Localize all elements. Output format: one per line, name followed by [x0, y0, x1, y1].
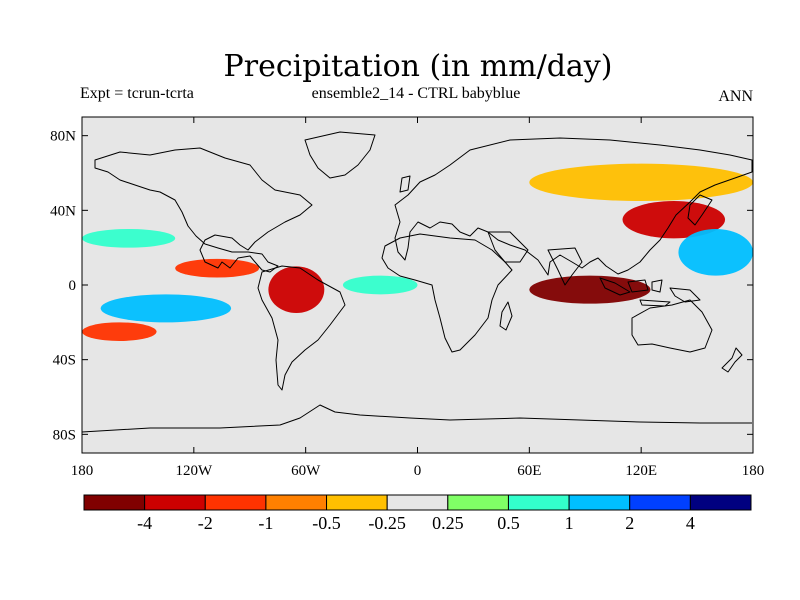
colorbar-label: -4	[137, 513, 152, 533]
colorbar-label: -0.25	[368, 513, 406, 533]
y-tick-label: 0	[69, 278, 77, 294]
precipitation-regions: Eastern Pacific ITCZ band (-1) Tropical S…	[82, 163, 754, 341]
colorbar-label: -1	[258, 513, 273, 533]
precip-region-5: Tropical Pacific south of equator (2)	[100, 294, 232, 323]
colorbar-swatch-0	[83, 494, 146, 511]
coastline-south-america	[257, 265, 346, 391]
coastline-antarctica	[81, 404, 752, 433]
colorbar-label: 4	[686, 513, 695, 533]
precip-region-2: Maritime Continent / Tropical Indian Oce…	[529, 275, 651, 304]
coastline-arabia	[487, 231, 529, 263]
precip-region-1: Tropical South America / Amazon (-2)	[268, 266, 325, 313]
colorbar-label: 1	[565, 513, 574, 533]
coastline-africa	[381, 233, 513, 353]
colorbar-swatch-4	[326, 494, 388, 511]
colorbar-swatch-5	[386, 494, 449, 511]
x-tick-label: 180	[742, 463, 765, 479]
coastline-maritime-continent	[599, 277, 701, 307]
coastline-new-zealand	[721, 347, 743, 373]
subtitle-center: ensemble2_14 - CTRL babyblue	[312, 85, 521, 102]
precip-region-8: Western Pacific warm pool (2)	[678, 229, 753, 276]
colorbar-swatch-1	[144, 494, 206, 511]
colorbar-swatch-6	[447, 494, 509, 511]
x-tick-label: 120E	[625, 463, 657, 479]
map-panel: Eastern Pacific ITCZ band (-1) Tropical S…	[50, 116, 764, 479]
y-tick-label: 40N	[50, 203, 76, 219]
colorbar-swatch-2	[204, 494, 267, 511]
colorbar-swatch-7	[507, 494, 570, 511]
chart-title: Precipitation (in mm/day)	[224, 49, 613, 84]
x-tick-label: 60W	[291, 463, 321, 479]
precip-region-4: South Pacific west band (-1)	[82, 322, 157, 341]
colorbar-label: 0.5	[497, 513, 520, 533]
coastline-uk	[399, 175, 411, 193]
axis-ticks: 180 120W 60W 0 60E 120E 180 80N 40N 0 40S 80S	[50, 117, 764, 479]
colorbar-label: 0.25	[432, 513, 464, 533]
precip-region-3: East Asia / Northwest Pacific (-2)	[622, 201, 726, 239]
precip-region-0: Eastern Pacific ITCZ band (-1)	[175, 258, 260, 278]
colorbar-swatch-3	[265, 494, 328, 511]
colorbar-label: 2	[625, 513, 634, 533]
x-tick-label: 60E	[517, 463, 541, 479]
y-tick-label: 40S	[53, 353, 76, 369]
colorbar-label: -0.5	[312, 513, 341, 533]
coastline-north-america	[94, 147, 313, 273]
y-tick-label: 80S	[53, 427, 76, 443]
colorbar-swatch-9	[629, 494, 691, 511]
colorbar-swatch-10	[689, 494, 752, 511]
precip-region-6: Central Pacific north of equator (1)	[82, 229, 176, 248]
coastline-greenland	[304, 131, 376, 179]
coastlines	[81, 131, 753, 433]
x-tick-label: 180	[71, 463, 94, 479]
coastline-eurasia	[394, 137, 753, 276]
x-tick-label: 0	[414, 463, 422, 479]
coastline-india	[547, 247, 583, 286]
precip-region-7: Tropical Atlantic (1)	[342, 275, 418, 295]
coastline-madagascar	[499, 301, 513, 331]
x-tick-label: 120W	[175, 463, 213, 479]
colorbar: -4 -2 -1 -0.5 -0.25 0.25 0.5 1 2 4	[83, 494, 752, 533]
colorbar-label: -2	[198, 513, 213, 533]
coastline-japan	[687, 194, 713, 226]
y-tick-label: 80N	[50, 129, 76, 145]
subtitle-left: Expt = tcrun-tcrta	[80, 85, 194, 102]
subtitle-right: ANN	[718, 88, 753, 105]
colorbar-swatch-8	[568, 494, 631, 511]
coastline-australia	[631, 299, 713, 353]
precip-region-9: Northern Pacific storm track (-0.25)	[529, 163, 754, 201]
